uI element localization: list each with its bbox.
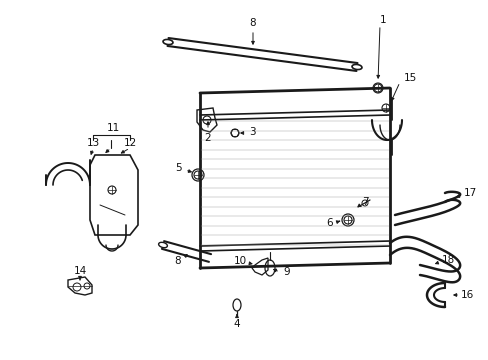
Text: 2: 2: [204, 133, 211, 143]
Text: 15: 15: [403, 73, 416, 83]
Text: 8: 8: [249, 18, 256, 28]
Text: 5: 5: [174, 163, 181, 173]
Text: 7: 7: [361, 197, 367, 207]
Text: 17: 17: [463, 188, 476, 198]
Text: 16: 16: [459, 290, 473, 300]
Text: 12: 12: [123, 138, 136, 148]
Text: 11: 11: [106, 123, 120, 133]
Text: 6: 6: [326, 218, 333, 228]
Text: 18: 18: [441, 255, 454, 265]
Text: 1: 1: [379, 15, 386, 25]
Text: 10: 10: [233, 256, 246, 266]
Text: 13: 13: [86, 138, 100, 148]
Text: 3: 3: [248, 127, 255, 137]
Text: 14: 14: [73, 266, 86, 276]
Text: 8: 8: [174, 256, 181, 266]
Text: 9: 9: [283, 267, 290, 277]
Text: 4: 4: [233, 319, 240, 329]
